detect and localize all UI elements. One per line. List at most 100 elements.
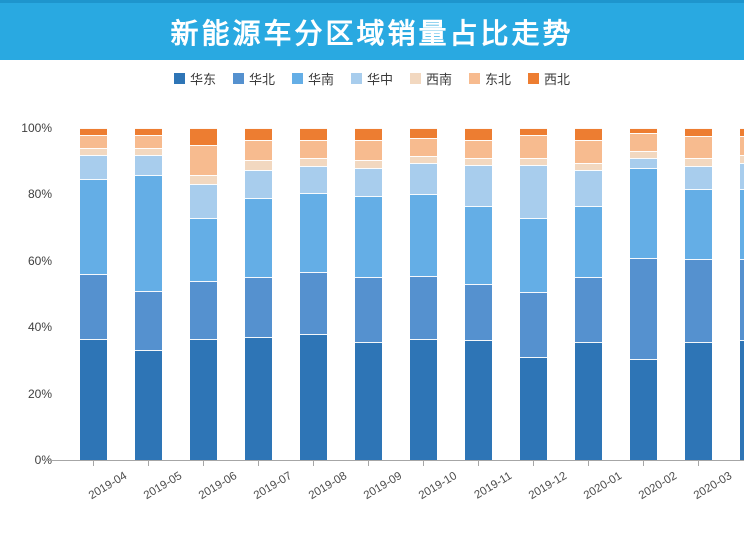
bar-segment-东北[interactable] xyxy=(354,139,382,160)
bar-segment-华东[interactable] xyxy=(299,333,327,460)
stacked-bar-2019-10[interactable] xyxy=(409,128,437,460)
legend-item-华中[interactable]: 华中 xyxy=(350,69,393,88)
bar-segment-西南[interactable] xyxy=(409,156,437,163)
bar-segment-西北[interactable] xyxy=(409,128,437,139)
legend-item-华南[interactable]: 华南 xyxy=(291,69,334,88)
bar-segment-华南[interactable] xyxy=(244,197,272,278)
bar-segment-华中[interactable] xyxy=(684,166,712,190)
bar-segment-华北[interactable] xyxy=(519,292,547,358)
bar-segment-华中[interactable] xyxy=(409,162,437,195)
bar-segment-华中[interactable] xyxy=(189,184,217,218)
bar-segment-西南[interactable] xyxy=(519,157,547,165)
stacked-bar-2020-01[interactable] xyxy=(574,128,602,460)
bar-segment-西北[interactable] xyxy=(629,128,657,134)
bar-segment-华中[interactable] xyxy=(464,164,492,207)
bar-segment-西南[interactable] xyxy=(464,157,492,165)
bar-segment-东北[interactable] xyxy=(574,139,602,163)
bar-segment-西南[interactable] xyxy=(739,154,744,163)
stacked-bar-2019-08[interactable] xyxy=(299,128,327,460)
bar-segment-华东[interactable] xyxy=(519,357,547,460)
bar-segment-西北[interactable] xyxy=(574,128,602,140)
bar-segment-华南[interactable] xyxy=(409,194,437,276)
bar-segment-华东[interactable] xyxy=(684,342,712,460)
bar-segment-华中[interactable] xyxy=(354,167,382,197)
bar-segment-华东[interactable] xyxy=(409,338,437,460)
bar-segment-华北[interactable] xyxy=(299,272,327,334)
bar-segment-华南[interactable] xyxy=(519,217,547,293)
bar-segment-西南[interactable] xyxy=(299,157,327,167)
bar-segment-华南[interactable] xyxy=(629,167,657,258)
bar-segment-东北[interactable] xyxy=(299,139,327,158)
bar-segment-西北[interactable] xyxy=(464,128,492,140)
bar-segment-西南[interactable] xyxy=(244,159,272,170)
bar-segment-华东[interactable] xyxy=(244,337,272,460)
bar-segment-华北[interactable] xyxy=(464,284,492,341)
bar-segment-西南[interactable] xyxy=(134,147,162,155)
bar-segment-华东[interactable] xyxy=(354,342,382,460)
bar-segment-华北[interactable] xyxy=(354,277,382,343)
bar-segment-东北[interactable] xyxy=(244,139,272,160)
legend-item-西南[interactable]: 西南 xyxy=(410,69,452,88)
bar-segment-东北[interactable] xyxy=(79,134,107,148)
bar-segment-西北[interactable] xyxy=(354,128,382,140)
bar-segment-华南[interactable] xyxy=(189,217,217,281)
bar-segment-华北[interactable] xyxy=(739,259,744,341)
bar-segment-华南[interactable] xyxy=(79,179,107,275)
bar-segment-西北[interactable] xyxy=(299,128,327,140)
bar-segment-西北[interactable] xyxy=(134,128,162,135)
bar-segment-西北[interactable] xyxy=(684,128,712,137)
stacked-bar-2019-04[interactable] xyxy=(79,128,107,460)
bar-segment-华中[interactable] xyxy=(629,157,657,168)
bar-segment-华北[interactable] xyxy=(684,259,712,343)
bar-segment-西北[interactable] xyxy=(244,128,272,140)
bar-segment-华中[interactable] xyxy=(574,169,602,207)
bar-segment-东北[interactable] xyxy=(519,134,547,158)
bar-segment-华南[interactable] xyxy=(134,174,162,291)
bar-segment-华东[interactable] xyxy=(464,340,492,460)
stacked-bar-2019-07[interactable] xyxy=(244,128,272,460)
stacked-bar-2020-02[interactable] xyxy=(629,128,657,460)
legend-item-华东[interactable]: 华东 xyxy=(173,69,216,88)
stacked-bar-2019-06[interactable] xyxy=(189,128,217,460)
bar-segment-西北[interactable] xyxy=(739,128,744,137)
bar-segment-华东[interactable] xyxy=(739,340,744,460)
bar-segment-华南[interactable] xyxy=(354,196,382,278)
bar-segment-东北[interactable] xyxy=(409,138,437,157)
bar-segment-华东[interactable] xyxy=(629,358,657,460)
bar-segment-华中[interactable] xyxy=(244,169,272,198)
stacked-bar-2019-09[interactable] xyxy=(354,128,382,460)
bar-segment-华北[interactable] xyxy=(629,257,657,359)
bar-segment-华北[interactable] xyxy=(409,275,437,339)
bar-segment-华东[interactable] xyxy=(574,342,602,460)
bar-segment-西北[interactable] xyxy=(519,128,547,135)
bar-segment-西北[interactable] xyxy=(79,128,107,135)
bar-segment-西南[interactable] xyxy=(354,159,382,168)
bar-segment-华北[interactable] xyxy=(79,274,107,339)
bar-segment-东北[interactable] xyxy=(684,136,712,158)
bar-segment-华北[interactable] xyxy=(244,277,272,338)
bar-segment-华中[interactable] xyxy=(134,154,162,175)
bar-segment-华东[interactable] xyxy=(189,338,217,460)
bar-segment-华南[interactable] xyxy=(684,189,712,260)
bar-segment-西南[interactable] xyxy=(79,147,107,155)
bar-segment-东北[interactable] xyxy=(739,136,744,155)
stacked-bar-2019-05[interactable] xyxy=(134,128,162,460)
stacked-bar-2019-12[interactable] xyxy=(519,128,547,460)
bar-segment-西北[interactable] xyxy=(189,128,217,145)
bar-segment-华北[interactable] xyxy=(189,280,217,339)
bar-segment-华北[interactable] xyxy=(134,290,162,351)
bar-segment-华东[interactable] xyxy=(79,338,107,460)
bar-segment-西南[interactable] xyxy=(574,162,602,170)
bar-segment-东北[interactable] xyxy=(189,144,217,175)
stacked-bar-2019-11[interactable] xyxy=(464,128,492,460)
bar-segment-华南[interactable] xyxy=(464,206,492,285)
bar-segment-东北[interactable] xyxy=(464,139,492,158)
legend-item-华北[interactable]: 华北 xyxy=(232,69,275,88)
bar-segment-华南[interactable] xyxy=(739,189,744,260)
bar-segment-华南[interactable] xyxy=(299,192,327,273)
bar-segment-西南[interactable] xyxy=(684,157,712,167)
bar-segment-华中[interactable] xyxy=(739,162,744,190)
bar-segment-华中[interactable] xyxy=(79,154,107,180)
bar-segment-华东[interactable] xyxy=(134,350,162,460)
bar-segment-华南[interactable] xyxy=(574,206,602,278)
